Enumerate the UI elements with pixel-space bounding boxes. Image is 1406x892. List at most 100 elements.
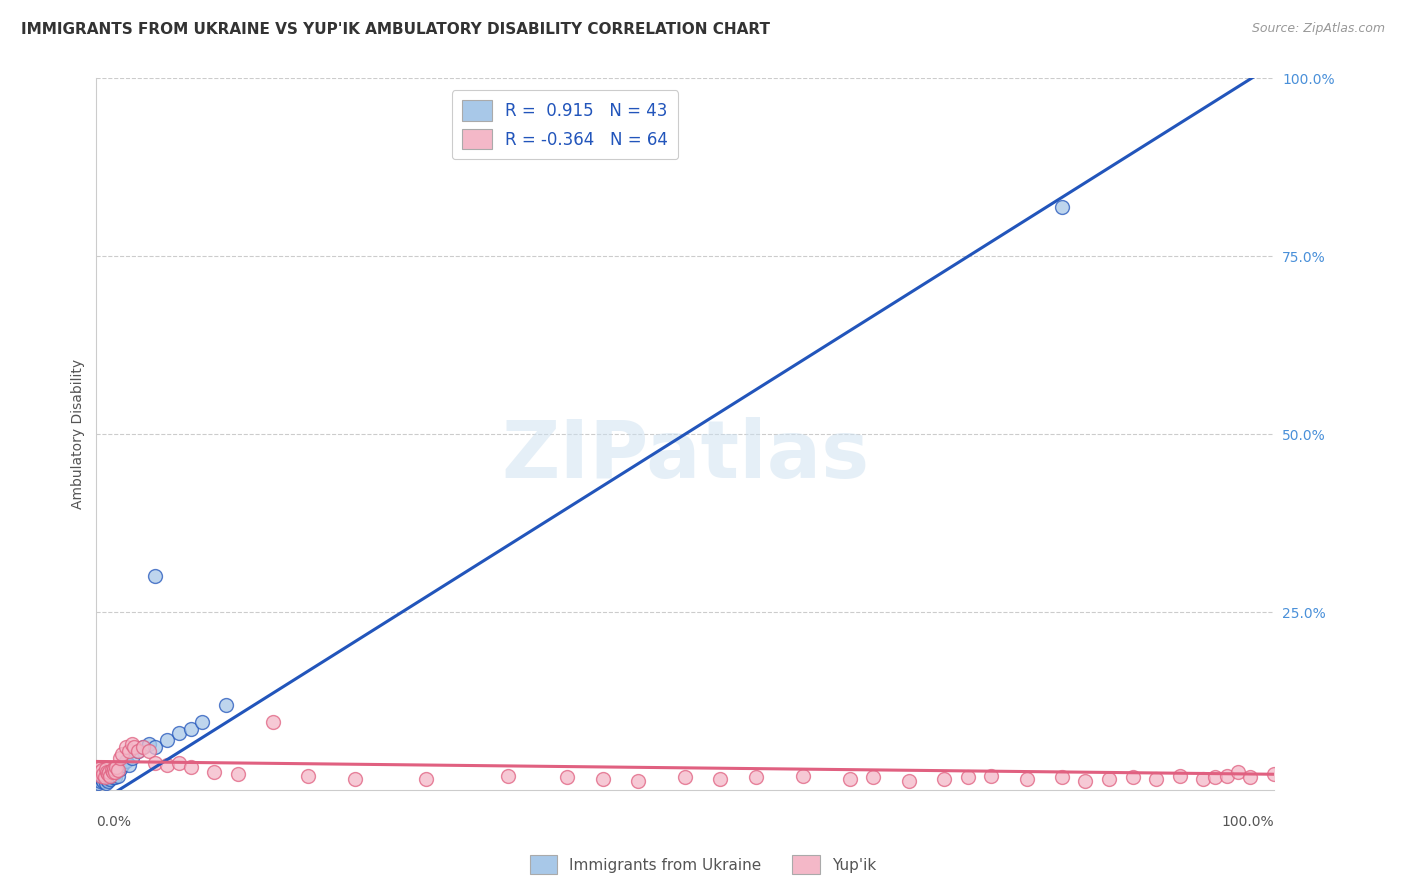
Point: [1050, 770, 1073, 784]
Point: [121, 737, 143, 751]
Point: [143, 740, 166, 755]
Point: [1121, 770, 1143, 784]
Point: [932, 772, 955, 787]
Point: [89, 767, 111, 781]
Point: [627, 774, 650, 789]
Point: [89, 774, 111, 789]
Point: [93, 767, 115, 781]
Point: [94, 770, 117, 784]
Point: [1239, 770, 1261, 784]
Point: [105, 765, 128, 780]
Point: [93, 770, 115, 784]
Point: [1192, 772, 1215, 787]
Point: [1015, 772, 1038, 787]
Point: [104, 770, 127, 784]
Point: [105, 760, 128, 774]
Point: [1168, 769, 1191, 783]
Point: [1074, 774, 1097, 789]
Point: [91, 769, 114, 783]
Point: [94, 762, 117, 776]
Point: [592, 772, 614, 787]
Point: [97, 767, 120, 781]
Point: [96, 769, 118, 783]
Point: [792, 769, 814, 783]
Point: [202, 765, 225, 780]
Point: [167, 726, 190, 740]
Point: [103, 767, 125, 781]
Point: [118, 744, 141, 758]
Point: [673, 770, 696, 784]
Point: [101, 770, 124, 784]
Point: [122, 740, 145, 755]
Point: [1144, 772, 1167, 787]
Point: [107, 769, 129, 783]
Point: [96, 765, 118, 780]
Point: [132, 740, 155, 755]
Point: [87, 769, 110, 783]
Point: [100, 769, 122, 783]
Point: [143, 569, 166, 583]
Point: [114, 740, 136, 755]
Point: [138, 737, 160, 751]
Point: [100, 772, 122, 787]
Point: [91, 772, 114, 787]
Text: 0.0%: 0.0%: [97, 814, 131, 829]
Point: [127, 744, 149, 758]
Point: [90, 769, 112, 783]
Point: [93, 770, 115, 784]
Point: [1263, 767, 1285, 781]
Point: [557, 770, 579, 784]
Point: [108, 751, 131, 765]
Point: [744, 770, 766, 784]
Point: [118, 758, 141, 772]
Point: [98, 770, 121, 784]
Point: [103, 762, 125, 776]
Point: [91, 763, 114, 777]
Point: [100, 763, 122, 777]
Legend: Immigrants from Ukraine, Yup'ik: Immigrants from Ukraine, Yup'ik: [523, 849, 883, 880]
Point: [90, 765, 112, 780]
Point: [111, 758, 134, 772]
Point: [104, 765, 127, 780]
Legend: R =  0.915   N = 43, R = -0.364   N = 64: R = 0.915 N = 43, R = -0.364 N = 64: [453, 90, 678, 160]
Point: [96, 772, 118, 787]
Point: [344, 772, 367, 787]
Point: [97, 774, 120, 789]
Text: 100.0%: 100.0%: [1222, 814, 1274, 829]
Point: [297, 769, 319, 783]
Point: [262, 715, 284, 730]
Point: [93, 767, 115, 781]
Point: [156, 733, 179, 747]
Point: [98, 765, 121, 780]
Point: [132, 740, 155, 755]
Point: [111, 747, 134, 762]
Point: [93, 774, 115, 789]
Point: [90, 770, 112, 784]
Point: [897, 774, 920, 789]
Point: [498, 769, 520, 783]
Point: [108, 762, 131, 776]
Point: [180, 723, 202, 737]
Point: [1050, 200, 1073, 214]
Point: [93, 772, 115, 787]
Point: [167, 756, 190, 770]
Text: Source: ZipAtlas.com: Source: ZipAtlas.com: [1251, 22, 1385, 36]
Point: [87, 772, 110, 787]
Point: [138, 744, 160, 758]
Point: [107, 763, 129, 777]
Point: [1098, 772, 1121, 787]
Point: [1215, 769, 1237, 783]
Point: [121, 751, 143, 765]
Point: [180, 760, 202, 774]
Text: IMMIGRANTS FROM UKRAINE VS YUP'IK AMBULATORY DISABILITY CORRELATION CHART: IMMIGRANTS FROM UKRAINE VS YUP'IK AMBULA…: [21, 22, 770, 37]
Point: [86, 765, 108, 780]
Point: [100, 769, 122, 783]
Point: [838, 772, 860, 787]
Point: [191, 715, 214, 730]
Point: [956, 770, 979, 784]
Point: [127, 744, 149, 758]
Text: ZIPatlas: ZIPatlas: [501, 417, 869, 494]
Point: [94, 776, 117, 790]
Point: [101, 765, 124, 780]
Point: [709, 772, 731, 787]
